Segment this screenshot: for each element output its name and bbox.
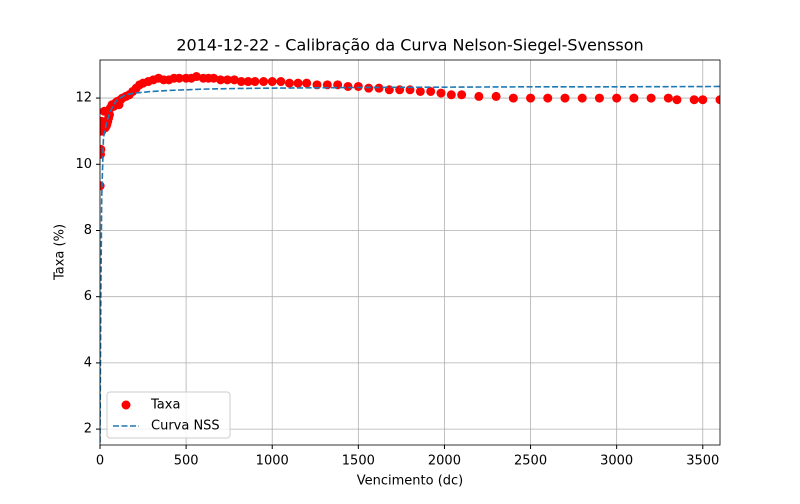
point [594, 93, 604, 103]
y-axis-label: Taxa (%) [53, 224, 68, 281]
y-tick-label: 12 [75, 91, 92, 106]
point [629, 93, 639, 103]
point [216, 75, 226, 85]
x-tick-label: 1500 [342, 454, 375, 469]
legend-label: Curva NSS [151, 419, 220, 434]
x-tick-label: 3500 [686, 454, 719, 469]
point [689, 95, 699, 105]
x-tick-label: 0 [96, 454, 104, 469]
y-tick-label: 6 [84, 289, 92, 304]
x-axis-label: Vencimento (dc) [357, 474, 464, 489]
point [236, 77, 246, 87]
point [646, 93, 656, 103]
point [698, 95, 708, 105]
y-tick-label: 10 [75, 157, 92, 172]
legend-marker [121, 400, 131, 410]
legend-box [106, 391, 231, 439]
point [715, 95, 720, 105]
point [526, 93, 536, 103]
point [276, 77, 286, 87]
point [209, 73, 219, 83]
y-tick-label: 8 [84, 223, 92, 238]
point [191, 72, 201, 82]
point [577, 93, 587, 103]
plot-area [100, 72, 720, 443]
point [267, 77, 277, 87]
x-tick-label: 500 [174, 454, 199, 469]
point [343, 81, 353, 91]
y-tick-label: 2 [84, 422, 92, 437]
point [672, 95, 682, 105]
point [229, 75, 239, 85]
x-tick-label: 2500 [514, 454, 547, 469]
chart-title: 2014-12-22 - Calibração da Curva Nelson-… [176, 36, 643, 55]
y-tick-label: 4 [84, 355, 92, 370]
legend-label: Taxa [150, 398, 180, 413]
point [174, 73, 184, 83]
point [250, 77, 260, 87]
point [560, 93, 570, 103]
point [446, 90, 456, 100]
point [663, 93, 673, 103]
point [491, 91, 501, 101]
point [353, 81, 363, 91]
x-tick-label: 1000 [256, 454, 289, 469]
point [612, 93, 622, 103]
point [426, 86, 436, 96]
point [284, 78, 294, 88]
point [508, 93, 518, 103]
point [436, 88, 446, 98]
point [243, 77, 253, 87]
point [302, 78, 312, 88]
point [415, 86, 425, 96]
x-tick-label: 2000 [428, 454, 461, 469]
point [474, 91, 484, 101]
point [293, 78, 303, 88]
point [543, 93, 553, 103]
nss-line [100, 85, 720, 443]
point [457, 90, 467, 100]
x-tick-label: 3000 [600, 454, 633, 469]
point [259, 77, 269, 87]
point [222, 75, 232, 85]
axes-frame [99, 59, 721, 446]
